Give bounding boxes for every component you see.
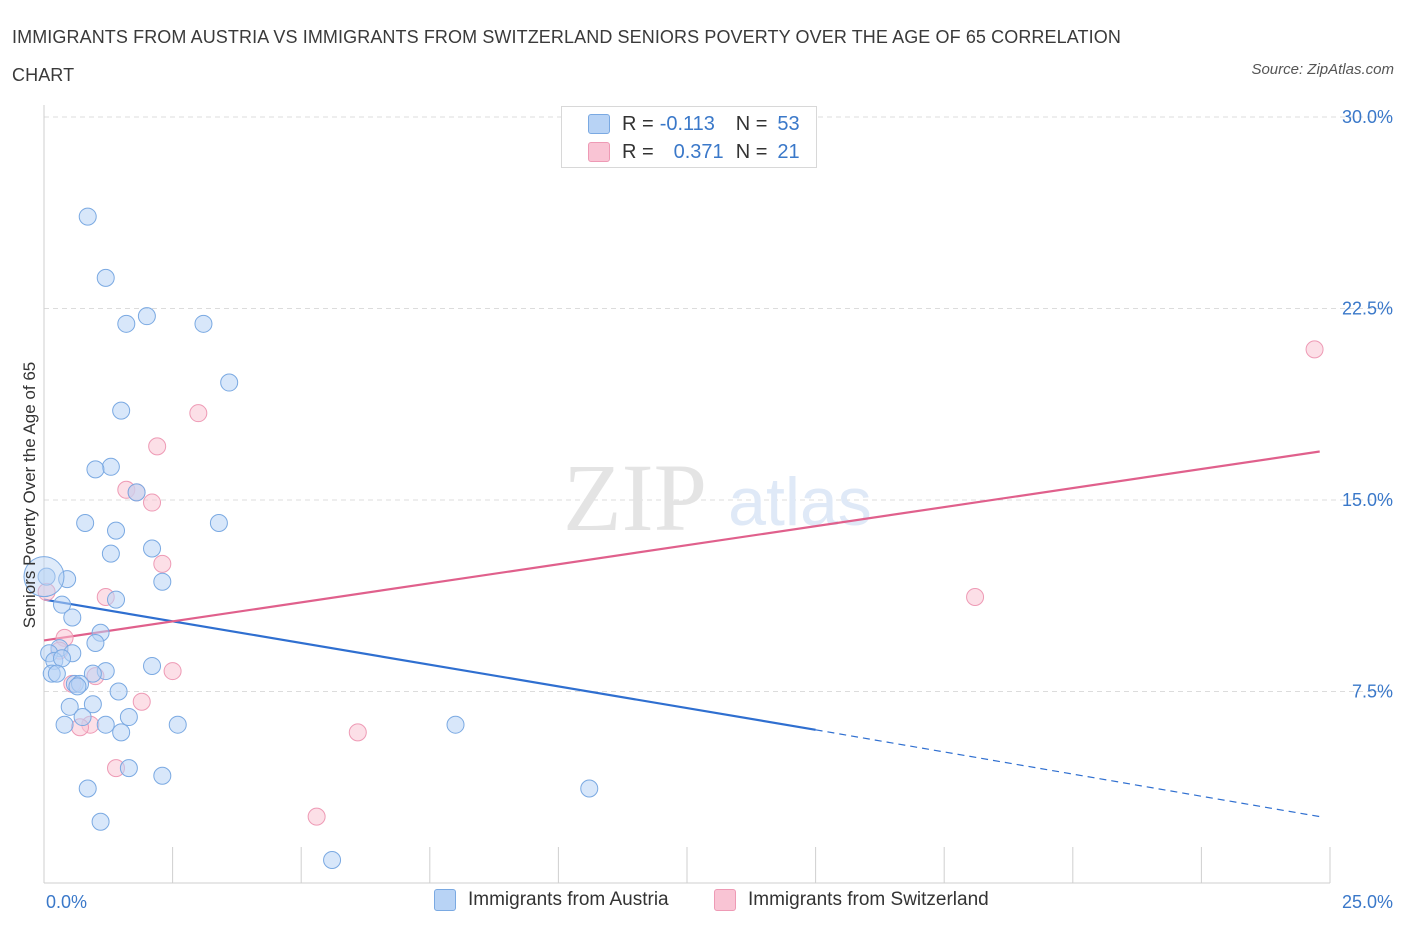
legend-label-austria: Immigrants from Austria (468, 889, 669, 910)
series-austria (23, 207, 599, 870)
austria-point (83, 664, 102, 683)
austria-point (107, 590, 126, 609)
austria-point (68, 677, 87, 696)
austria-point (53, 649, 72, 668)
tick-labels: 7.5% 15.0% 22.5% 30.0% 0.0% 25.0% (46, 107, 1393, 912)
austria-point (78, 207, 97, 226)
austria-point (53, 595, 72, 614)
watermark-zip: ZIP (563, 444, 707, 551)
austria-point (101, 544, 120, 563)
austria-point (119, 759, 138, 778)
austria-point (143, 539, 162, 558)
source-label: Source: ZipAtlas.com (1251, 61, 1394, 78)
switzerland-point (966, 588, 985, 607)
austria-point (117, 314, 136, 333)
r-value: -0.113 (659, 112, 715, 135)
switzerland-point (307, 807, 326, 826)
austria-point (119, 708, 138, 727)
legend-item-austria[interactable]: Immigrants from Austria (434, 889, 669, 911)
austria-trend-extension (815, 729, 1320, 818)
r-label: R = (622, 112, 654, 135)
austria-legend-swatch (434, 889, 456, 911)
legend-row-switzerland: R = 0.371 N = 21 (588, 140, 800, 164)
n-value: 21 (777, 140, 800, 163)
switzerland-legend-swatch (714, 889, 736, 911)
y-axis-label: Seniors Poverty Over the Age of 65 (20, 361, 39, 629)
switzerland-point (132, 692, 151, 711)
austria-point (86, 460, 105, 479)
austria-point (91, 812, 110, 831)
gridlines (44, 116, 1392, 692)
x-tick-label: 25.0% (1342, 892, 1393, 912)
legend-label-switzerland: Immigrants from Switzerland (748, 889, 989, 910)
austria-point (86, 633, 105, 652)
austria-point (580, 779, 599, 798)
austria-point (63, 608, 82, 627)
series-switzerland (37, 340, 1324, 826)
n-value: 53 (777, 112, 800, 135)
y-tick-label: 7.5% (1352, 682, 1393, 702)
switzerland-point (348, 723, 367, 742)
switzerland-trend-line (43, 450, 1320, 642)
austria-point (109, 682, 128, 701)
switzerland-swatch (588, 142, 610, 162)
austria-point (78, 779, 97, 798)
legend-row-austria: R = -0.113 N = 53 (588, 112, 800, 136)
austria-point (209, 513, 228, 532)
switzerland-point (148, 437, 167, 456)
austria-point (143, 656, 162, 675)
switzerland-point (153, 554, 172, 573)
austria-point (60, 697, 79, 716)
correlation-legend: R = -0.113 N = 53 R = 0.371 N = 21 (561, 106, 817, 168)
switzerland-point (163, 662, 182, 681)
austria-point (137, 307, 156, 326)
austria-point (168, 715, 187, 734)
austria-point (446, 715, 465, 734)
watermark: ZIP atlas (563, 444, 872, 551)
switzerland-point (189, 404, 208, 423)
r-label: R = (622, 140, 654, 163)
austria-point (76, 513, 95, 532)
switzerland-point (143, 493, 162, 512)
austria-point (101, 457, 120, 476)
x-tick-label: 0.0% (46, 892, 87, 912)
austria-point (73, 708, 92, 727)
watermark-atlas: atlas (728, 464, 872, 540)
trend-lines (43, 450, 1320, 818)
y-tick-label: 22.5% (1342, 299, 1393, 319)
n-label: N = (735, 140, 768, 163)
austria-point (127, 483, 146, 502)
austria-point (55, 715, 74, 734)
austria-point (112, 723, 131, 742)
austria-point (83, 695, 102, 714)
austria-point (107, 521, 126, 540)
austria-point (153, 766, 172, 785)
r-value: 0.371 (673, 140, 724, 163)
austria-point (47, 664, 66, 683)
legend-item-switzerland[interactable]: Immigrants from Switzerland (714, 889, 989, 911)
austria-point (323, 851, 342, 870)
austria-point (153, 572, 172, 591)
austria-point (37, 567, 56, 586)
austria-point (112, 401, 131, 420)
switzerland-point (1305, 340, 1324, 359)
austria-point (96, 715, 115, 734)
series-legend: Immigrants from Austria Immigrants from … (0, 889, 1406, 915)
austria-point (220, 373, 239, 392)
y-tick-label: 15.0% (1342, 490, 1393, 510)
austria-point (194, 314, 213, 333)
chart-title: IMMIGRANTS FROM AUSTRIA VS IMMIGRANTS FR… (12, 27, 1121, 85)
austria-point (23, 556, 65, 598)
austria-swatch (588, 114, 610, 134)
axes (43, 105, 1331, 884)
austria-point (96, 268, 115, 287)
y-tick-label: 30.0% (1342, 107, 1393, 127)
n-label: N = (735, 112, 768, 135)
